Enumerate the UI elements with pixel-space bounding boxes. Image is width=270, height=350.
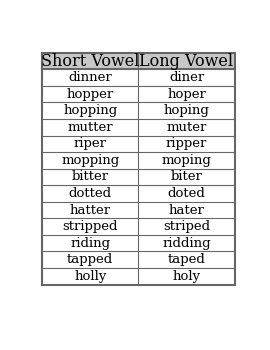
Text: diner: diner — [169, 71, 204, 84]
Text: dotted: dotted — [69, 187, 112, 200]
Text: holy: holy — [173, 270, 201, 283]
Text: hopping: hopping — [63, 104, 117, 117]
Text: riper: riper — [74, 137, 107, 150]
Text: biter: biter — [171, 170, 202, 183]
Text: ridding: ridding — [162, 237, 211, 250]
Text: moping: moping — [161, 154, 211, 167]
Text: hopper: hopper — [67, 88, 114, 101]
Text: Short Vowel: Short Vowel — [41, 52, 140, 70]
Text: ripper: ripper — [166, 137, 207, 150]
Text: hatter: hatter — [70, 204, 111, 217]
Text: mutter: mutter — [68, 121, 113, 134]
Text: tapped: tapped — [67, 253, 113, 266]
Text: mopping: mopping — [61, 154, 119, 167]
Text: taped: taped — [168, 253, 205, 266]
Text: riding: riding — [70, 237, 110, 250]
Text: hoping: hoping — [164, 104, 210, 117]
Text: muter: muter — [166, 121, 207, 134]
Text: dinner: dinner — [68, 71, 112, 84]
Text: hoper: hoper — [167, 88, 206, 101]
Text: doted: doted — [168, 187, 205, 200]
Text: bitter: bitter — [72, 170, 109, 183]
Text: Long Vowel: Long Vowel — [139, 52, 234, 70]
Text: hater: hater — [168, 204, 204, 217]
Bar — [42, 53, 235, 69]
Bar — [42, 53, 235, 285]
Text: stripped: stripped — [62, 220, 118, 233]
Text: striped: striped — [163, 220, 210, 233]
Text: holly: holly — [74, 270, 106, 283]
